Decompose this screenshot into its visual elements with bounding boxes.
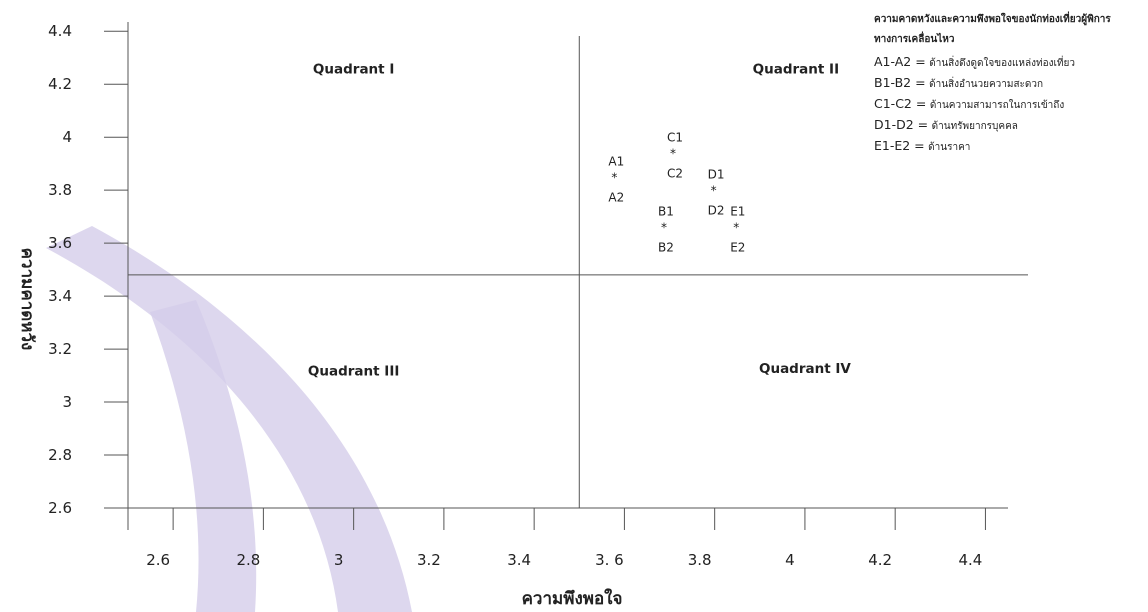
y-tick-label: 4.4 bbox=[48, 22, 72, 40]
quadrant-label: Quadrant II bbox=[753, 62, 839, 78]
data-point: D1 * D2 bbox=[708, 168, 725, 218]
legend-item-desc: ด้านสิ่งดึงดูดใจของแหล่งท่องเที่ยว bbox=[929, 58, 1075, 69]
point-label-bottom: C2 bbox=[667, 166, 683, 180]
y-tick-label: 2.8 bbox=[48, 446, 72, 464]
y-tick-label: 4 bbox=[62, 128, 72, 146]
point-label-bottom: D2 bbox=[708, 204, 725, 218]
legend-item: B1-B2 = ด้านสิ่งอำนวยความสะดวก bbox=[874, 73, 1146, 94]
point-marker: * bbox=[611, 170, 617, 184]
data-point: A1 * A2 bbox=[608, 154, 624, 204]
legend-item-desc: ด้านทรัพยากรบุคคล bbox=[931, 121, 1018, 132]
legend-item: A1-A2 = ด้านสิ่งดึงดูดใจของแหล่งท่องเที่… bbox=[874, 52, 1146, 73]
x-tick-label: 3.2 bbox=[417, 551, 441, 569]
x-tick-label: 3 bbox=[334, 551, 344, 569]
x-tick-label: 3. 6 bbox=[595, 551, 624, 569]
watermark-shape-lower bbox=[150, 300, 257, 612]
legend-title: ความคาดหวังและความพึงพอใจของนักท่องเที่ย… bbox=[874, 14, 1111, 45]
quadrant-label: Quadrant III bbox=[308, 364, 399, 380]
quadrant-label: Quadrant IV bbox=[759, 361, 851, 377]
point-marker: * bbox=[733, 221, 739, 235]
point-marker: * bbox=[670, 146, 676, 160]
y-tick-label: 3 bbox=[62, 393, 72, 411]
legend-item: C1-C2 = ด้านความสามารถในการเข้าถึง bbox=[874, 94, 1146, 115]
x-tick-label: 4.4 bbox=[959, 551, 983, 569]
y-tick-label: 3.8 bbox=[48, 181, 72, 199]
point-label-top: C1 bbox=[667, 130, 683, 144]
x-tick-label: 3.4 bbox=[507, 551, 531, 569]
point-label-bottom: E2 bbox=[730, 241, 745, 255]
y-axis-title: ความคาดหวัง bbox=[17, 248, 37, 351]
point-label-top: D1 bbox=[708, 168, 725, 182]
legend-item-desc: ด้านความสามารถในการเข้าถึง bbox=[929, 100, 1065, 111]
quadrant-label: Quadrant I bbox=[313, 62, 394, 78]
watermark-logo bbox=[46, 226, 412, 612]
point-marker: * bbox=[711, 184, 717, 198]
legend-item-code: C1-C2 = bbox=[874, 96, 927, 111]
point-label-bottom: B2 bbox=[658, 241, 674, 255]
legend-item-code: B1-B2 = bbox=[874, 75, 926, 90]
axes bbox=[127, 22, 1028, 530]
legend-item-code: D1-D2 = bbox=[874, 117, 929, 132]
y-tick-label: 2.6 bbox=[48, 499, 72, 517]
y-tick-label: 4.2 bbox=[48, 75, 72, 93]
legend-item: E1-E2 = ด้านราคา bbox=[874, 136, 1146, 157]
watermark-shape bbox=[46, 226, 412, 612]
x-tick-label: 4 bbox=[785, 551, 795, 569]
data-point: E1 * E2 bbox=[730, 205, 745, 255]
y-axis-ticks: 2.6 2.8 3 3.2 3.4 3.6 3.8 4 4.2 4.4 bbox=[48, 22, 128, 517]
x-axis-ticks: 2.6 2.8 3 3.2 3.4 3. 6 3.8 4 4.2 4.4 bbox=[146, 508, 986, 569]
legend: ความคาดหวังและความพึงพอใจของนักท่องเที่ย… bbox=[874, 10, 1146, 157]
x-tick-label: 2.6 bbox=[146, 551, 170, 569]
point-label-top: A1 bbox=[608, 154, 624, 168]
point-label-top: E1 bbox=[730, 205, 745, 219]
legend-item-code: A1-A2 = bbox=[874, 54, 926, 69]
legend-item: D1-D2 = ด้านทรัพยากรบุคคล bbox=[874, 115, 1146, 136]
data-points: A1 * A2 B1 * B2 C1 * C2 D1 * D2 E1 * E2 bbox=[608, 130, 745, 254]
y-tick-label: 3.2 bbox=[48, 340, 72, 358]
y-tick-label: 3.6 bbox=[48, 234, 72, 252]
y-tick-label: 3.4 bbox=[48, 287, 72, 305]
quadrant-labels: Quadrant I Quadrant II Quadrant III Quadran… bbox=[308, 62, 851, 380]
point-label-top: B1 bbox=[658, 205, 674, 219]
legend-item-desc: ด้านสิ่งอำนวยความสะดวก bbox=[929, 79, 1044, 90]
x-tick-label: 4.2 bbox=[868, 551, 892, 569]
point-label-bottom: A2 bbox=[608, 190, 624, 204]
legend-item-desc: ด้านราคา bbox=[928, 142, 971, 153]
x-axis-title: ความพึงพอใจ bbox=[522, 588, 623, 609]
data-point: C1 * C2 bbox=[667, 130, 683, 180]
point-marker: * bbox=[661, 221, 667, 235]
data-point: B1 * B2 bbox=[658, 205, 674, 255]
x-tick-label: 2.8 bbox=[236, 551, 260, 569]
legend-item-code: E1-E2 = bbox=[874, 138, 925, 153]
x-tick-label: 3.8 bbox=[688, 551, 712, 569]
